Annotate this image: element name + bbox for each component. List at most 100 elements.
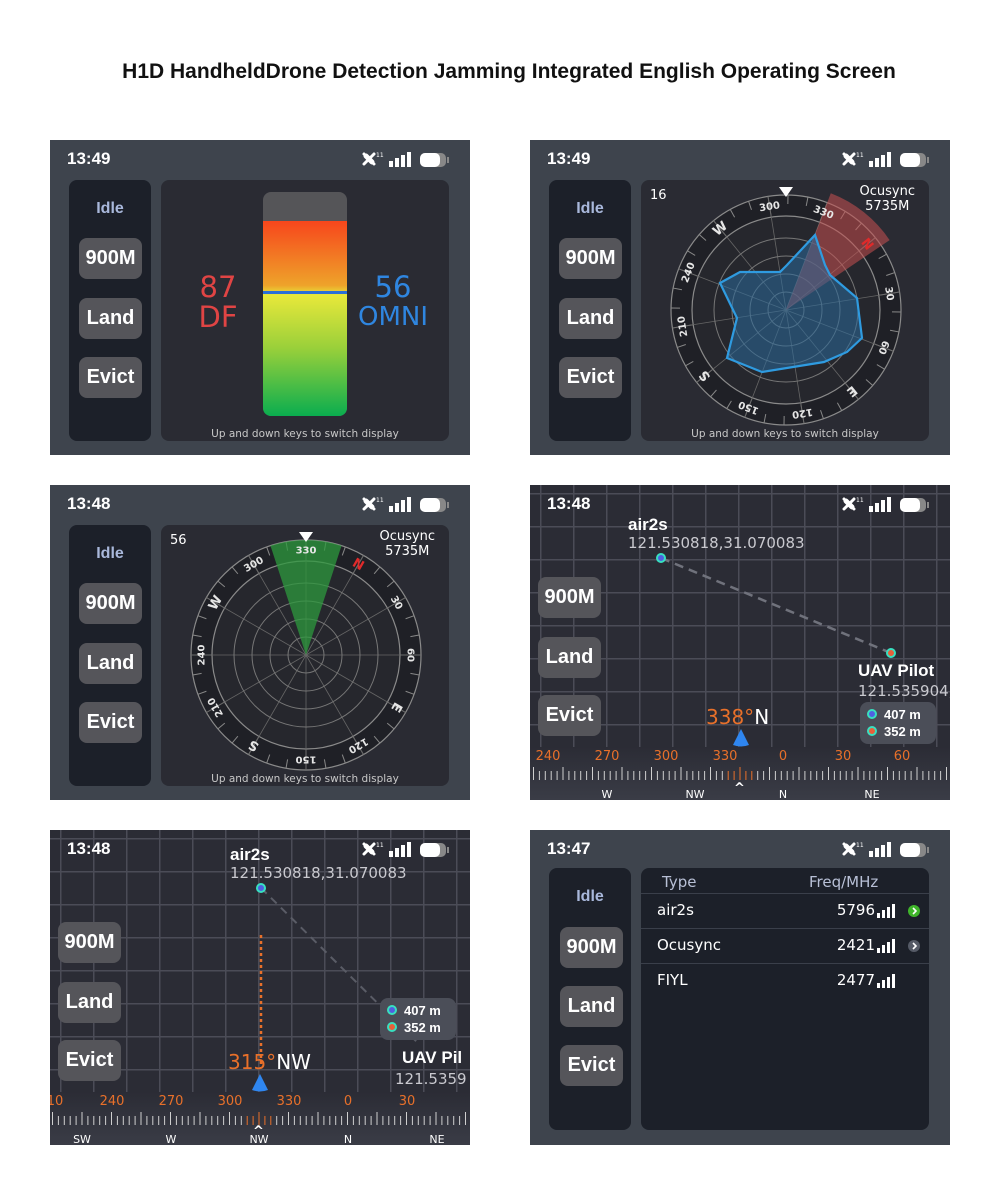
df-value: 87	[199, 270, 237, 304]
900m-button[interactable]: 900M	[538, 577, 601, 618]
signal-icon	[869, 497, 891, 512]
screen-map-tracking: 13:48 11 air2s 121.530818,31.070083 UAV …	[530, 485, 950, 800]
land-button[interactable]: Land	[79, 643, 142, 684]
battery-icon	[420, 843, 449, 857]
column-header-type: Type	[662, 873, 697, 891]
signal-icon	[389, 152, 411, 167]
protocol-info: Ocusync 5735M	[860, 184, 915, 214]
heading-scale[interactable]: 10 240 270 300 330 0 30 SW W NW N NE ^	[50, 1092, 470, 1145]
scale-label: 0	[778, 749, 788, 764]
compass-tick	[410, 672, 420, 676]
evict-button[interactable]: Evict	[559, 357, 622, 398]
pilot-coordinates: 121.535904,	[858, 682, 950, 700]
900m-button[interactable]: 900M	[79, 238, 142, 279]
compass-tick	[197, 690, 207, 695]
table-row[interactable]: FIYL 2477	[641, 963, 929, 997]
pilot-dot-icon	[387, 1022, 397, 1032]
heading-degrees: 315°	[228, 1050, 277, 1074]
status-idle: Idle	[576, 200, 604, 217]
land-button[interactable]: Land	[559, 298, 622, 339]
drone-coordinates: 121.530818,31.070083	[628, 534, 805, 552]
signal-icon	[869, 842, 891, 857]
evict-button[interactable]: Evict	[79, 357, 142, 398]
evict-button[interactable]: Evict	[58, 1040, 121, 1081]
track-line	[660, 556, 892, 655]
battery-icon	[900, 153, 929, 167]
compass-tick	[710, 389, 717, 398]
df-label: DF	[198, 300, 238, 334]
heading-readout: 338°N	[706, 705, 769, 729]
heading-scale[interactable]: 240 270 300 330 0 30 60 W NW N NE ^	[530, 747, 950, 800]
direction-label: N	[778, 788, 788, 800]
900m-button[interactable]: 900M	[79, 583, 142, 624]
scale-label: 330	[276, 1094, 302, 1109]
svg-text:11: 11	[376, 497, 384, 504]
screen-direction-finder: 13:48 11 Idle 900M Land Evict N 30 60 E 120 1…	[50, 485, 470, 800]
direction-label: W	[601, 788, 613, 800]
direction-label: N	[343, 1133, 353, 1145]
900m-button[interactable]: 900M	[559, 238, 622, 279]
scale-label: 300	[653, 749, 679, 764]
land-button[interactable]: Land	[560, 986, 623, 1027]
signal-icon	[389, 842, 411, 857]
signal-icon	[389, 497, 411, 512]
compass-tick	[373, 735, 381, 744]
compass-tick	[373, 566, 381, 575]
compass-tick	[192, 634, 202, 638]
evict-button[interactable]: Evict	[79, 702, 142, 743]
drone-marker[interactable]	[656, 553, 666, 563]
direction-label: W	[165, 1133, 177, 1145]
footer-hint: Up and down keys to switch display	[211, 428, 399, 440]
land-button[interactable]: Land	[58, 982, 121, 1023]
compass-spoke	[206, 654, 307, 713]
pilot-dot-icon	[867, 726, 877, 736]
scale-label: 240	[99, 1094, 125, 1109]
land-button[interactable]: Land	[538, 637, 601, 678]
900m-button[interactable]: 900M	[58, 922, 121, 963]
compass-tick	[876, 364, 885, 370]
direction-label: NW	[685, 788, 705, 800]
evict-button[interactable]: Evict	[538, 695, 601, 736]
footer-hint: Up and down keys to switch display	[211, 773, 399, 785]
svg-text:11: 11	[856, 497, 864, 504]
chevron-right-icon[interactable]	[908, 940, 920, 952]
row-freq: 5796	[836, 901, 875, 919]
compass-tick	[729, 209, 736, 218]
status-bar-icons: 11	[840, 150, 932, 170]
table-row[interactable]: Ocusync 2421	[641, 928, 929, 962]
900m-button[interactable]: 900M	[560, 927, 623, 968]
table-row[interactable]: air2s 5796	[641, 893, 929, 927]
satellite-icon	[842, 842, 856, 856]
page-title: H1D HandheldDrone Detection Jamming Inte…	[122, 60, 896, 83]
heading-pointer-icon	[299, 532, 313, 542]
main-display: N 30 60 E 120 150 S 210 240 W 300 330 16 Ocusync 573…	[641, 180, 929, 441]
pilot-marker[interactable]	[886, 648, 896, 658]
drone-marker[interactable]	[256, 883, 266, 893]
compass-label: 300	[759, 200, 781, 214]
compass-label: 150	[296, 754, 317, 765]
evict-button[interactable]: Evict	[560, 1045, 623, 1086]
compass-spoke	[248, 555, 307, 656]
compass-tick	[405, 615, 415, 620]
compass-tick	[677, 344, 686, 348]
battery-icon	[900, 498, 929, 512]
compass-tick	[763, 413, 767, 423]
land-button[interactable]: Land	[79, 298, 142, 339]
scale-label: 10	[50, 1094, 64, 1109]
compass-label: 240	[197, 645, 208, 666]
main-display: N 30 60 E 120 150 S 210 240 W 300 330 56 Ocusync 573…	[161, 525, 449, 786]
status-bar-icons: 11	[360, 495, 452, 515]
compass-label: 30	[882, 286, 895, 302]
chevron-right-icon[interactable]	[908, 905, 920, 917]
clock: 13:48	[67, 494, 111, 513]
scale-label: 30	[398, 1094, 416, 1109]
screen-radar-direction: 13:49 11 Idle 900M Land Evict N 30 60 E 120 1…	[530, 140, 950, 455]
compass-tick	[285, 759, 289, 769]
satellite-icon	[362, 497, 376, 511]
compass-tick	[217, 722, 226, 730]
svg-text:11: 11	[376, 842, 384, 849]
screen-map-bearing: 13:48 11 air2s 121.530818,31.070083 UAV …	[50, 830, 470, 1145]
compass-tick	[192, 672, 202, 676]
